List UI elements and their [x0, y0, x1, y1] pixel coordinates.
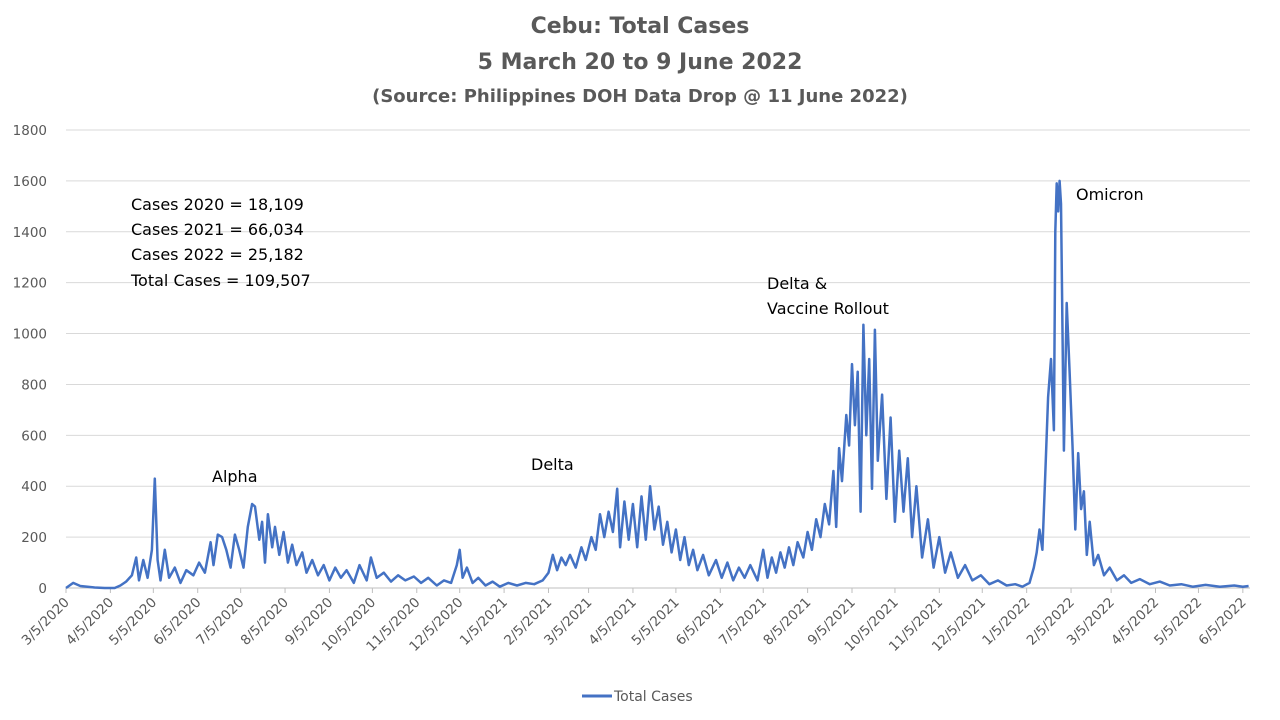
annotation-delta: Delta [531, 455, 574, 474]
chart-source: (Source: Philippines DOH Data Drop @ 11 … [372, 86, 908, 107]
x-tick-label: 7/5/2021 [716, 595, 770, 649]
legend: Total Cases [582, 689, 693, 705]
x-tick-label: 5/5/2022 [1151, 595, 1205, 649]
y-tick-label: 1000 [13, 327, 47, 343]
x-tick-label: 3/5/2020 [19, 595, 73, 649]
y-tick-label: 200 [21, 530, 47, 546]
annotation-delta-vaccine-line2: Vaccine Rollout [767, 299, 889, 318]
chart-subtitle: 5 March 20 to 9 June 2022 [477, 50, 803, 75]
annotation-alpha: Alpha [212, 467, 258, 486]
summary-cases-2022: Cases 2022 = 25,182 [131, 245, 304, 264]
x-tick-label: 5/5/2020 [106, 595, 160, 649]
x-tick-label: 6/5/2022 [1195, 595, 1249, 649]
y-tick-label: 800 [21, 377, 47, 393]
annotation-omicron: Omicron [1076, 185, 1144, 204]
x-tick-label: 1/5/2022 [979, 595, 1033, 649]
x-axis-ticks: 3/5/20204/5/20205/5/20206/5/20207/5/2020… [19, 588, 1250, 655]
summary-total-cases: Total Cases = 109,507 [130, 271, 311, 290]
x-tick-label: 5/5/2021 [629, 595, 683, 649]
legend-label: Total Cases [613, 689, 693, 705]
summary-cases-2021: Cases 2021 = 66,034 [131, 220, 304, 239]
annotation-delta-vaccine-line1: Delta & [767, 274, 827, 293]
series-group [65, 179, 1249, 590]
x-tick-label: 8/5/2021 [760, 595, 814, 649]
y-tick-label: 0 [38, 581, 47, 597]
x-tick-label: 1/5/2021 [457, 595, 511, 649]
series-line-total-cases [65, 179, 1249, 590]
chart-title: Cebu: Total Cases [530, 14, 750, 39]
summary-cases-2020: Cases 2020 = 18,109 [131, 195, 304, 214]
y-tick-label: 1200 [13, 276, 47, 292]
y-tick-label: 1400 [13, 225, 47, 241]
y-tick-label: 400 [21, 479, 47, 495]
y-tick-label: 600 [21, 428, 47, 444]
y-tick-label: 1600 [13, 174, 47, 190]
y-tick-label: 1800 [13, 123, 47, 139]
y-axis-ticks: 0 200 400 600 800 1000 1200 1400 1600 1800 [13, 123, 47, 597]
x-tick-label: 7/5/2020 [193, 595, 247, 649]
x-tick-label: 8/5/2020 [238, 595, 292, 649]
